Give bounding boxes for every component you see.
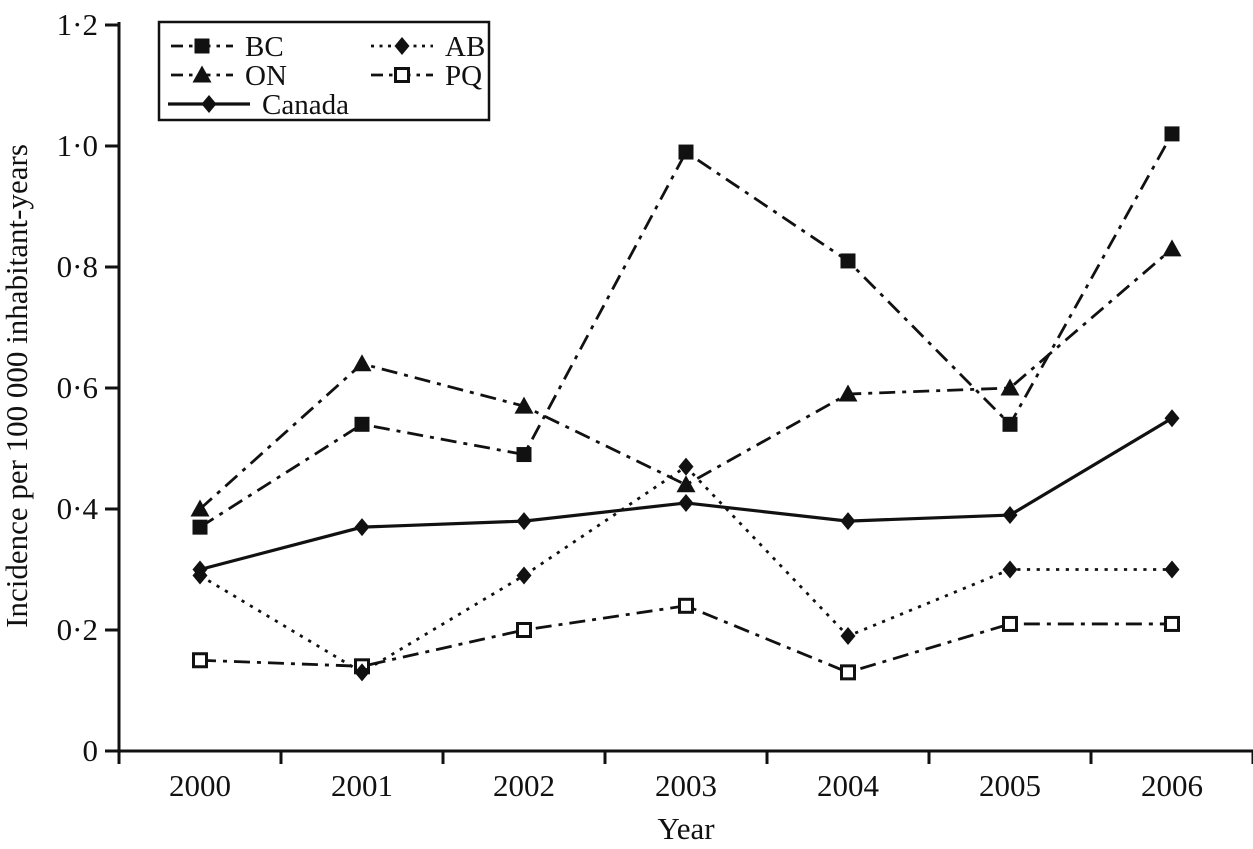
legend-label: PQ [445, 60, 482, 92]
x-tick-label: 2003 [655, 768, 717, 803]
legend-label: AB [445, 31, 485, 63]
data-point-marker [1164, 409, 1180, 428]
series-line [199, 416, 1173, 572]
data-point-marker [1002, 560, 1018, 579]
y-tick-label: 0·8 [57, 249, 98, 284]
series-canada [192, 409, 1180, 579]
legend-item-ab: AB [371, 31, 485, 63]
data-point-marker [1164, 615, 1180, 632]
y-tick-label: 0·2 [57, 612, 98, 647]
y-tick-label: 1·0 [57, 128, 98, 163]
legend-label: Canada [262, 89, 349, 121]
series-layer [190, 126, 1182, 682]
data-point-marker [190, 499, 210, 517]
series-on [190, 239, 1182, 517]
legend-item-canada: Canada [168, 89, 349, 121]
series-pq [192, 597, 1180, 681]
data-point-marker [840, 664, 856, 681]
legend-label: BC [245, 31, 284, 63]
data-point-marker [516, 447, 532, 463]
data-point-marker [194, 38, 210, 54]
data-point-marker [394, 67, 410, 83]
data-point-marker [192, 65, 212, 83]
y-tick-label: 1·2 [57, 7, 98, 42]
legend-label: ON [245, 60, 287, 92]
x-tick-label: 2006 [1141, 768, 1203, 803]
data-point-marker [1002, 506, 1018, 525]
data-point-marker [354, 518, 370, 537]
y-ticks: 0 0·2 0·4 0·6 0·8 1·0 1·2 [57, 7, 119, 768]
series-line [199, 604, 1172, 674]
data-point-marker [840, 627, 856, 646]
data-point-marker [394, 37, 410, 55]
data-point-marker [840, 512, 856, 531]
data-point-marker [840, 253, 856, 269]
x-ticks: 2000 2001 2002 2003 2004 2005 2006 [117, 751, 1253, 803]
data-point-marker [192, 519, 208, 535]
x-tick-label: 2000 [169, 768, 231, 803]
data-point-marker [678, 597, 694, 614]
data-point-marker [678, 457, 694, 476]
data-point-marker [838, 384, 858, 402]
data-point-marker [516, 622, 532, 638]
data-point-marker [354, 663, 370, 682]
x-tick-label: 2002 [493, 768, 555, 803]
data-point-marker [192, 652, 208, 669]
data-point-marker [352, 354, 372, 372]
legend-item-on: ON [171, 60, 287, 92]
series-bc [192, 126, 1180, 535]
data-point-marker [1164, 126, 1180, 142]
y-tick-label: 0·6 [57, 370, 98, 405]
data-point-marker [514, 396, 534, 414]
x-tick-label: 2005 [979, 768, 1041, 803]
data-point-marker [1000, 378, 1020, 396]
data-point-marker [1002, 615, 1018, 632]
data-point-marker [516, 512, 532, 531]
data-point-marker [1162, 239, 1182, 257]
legend-item-bc: BC [171, 31, 284, 63]
data-point-marker [678, 493, 694, 512]
data-point-marker [516, 566, 532, 585]
data-point-marker [354, 416, 370, 432]
series-ab [192, 457, 1180, 682]
data-point-marker [1164, 560, 1180, 579]
data-point-marker [676, 475, 696, 493]
x-tick-label: 2004 [817, 768, 880, 803]
data-point-marker [1002, 416, 1018, 432]
y-axis-title: Incidence per 100 000 inhabitant-years [0, 144, 34, 628]
legend-item-pq: PQ [371, 60, 482, 92]
y-tick-label: 0·4 [57, 491, 99, 526]
y-tick-label: 0 [83, 733, 99, 768]
x-tick-label: 2001 [331, 768, 393, 803]
data-point-marker [201, 95, 217, 113]
x-axis-title: Year [657, 811, 715, 846]
data-point-marker [192, 560, 208, 579]
data-point-marker [678, 144, 694, 160]
